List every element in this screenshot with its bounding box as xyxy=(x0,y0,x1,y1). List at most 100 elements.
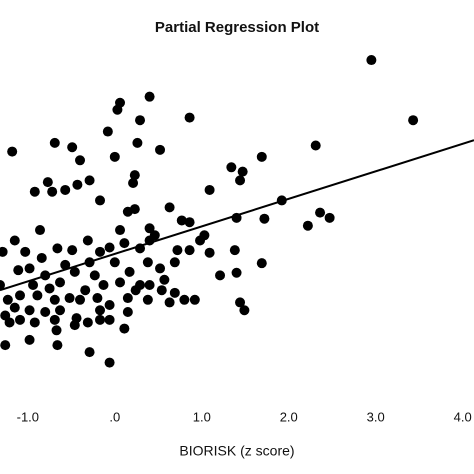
point xyxy=(204,184,215,195)
point xyxy=(215,270,226,281)
point xyxy=(49,137,60,148)
regression-line xyxy=(0,139,474,292)
point xyxy=(72,179,83,190)
point xyxy=(156,285,167,296)
point xyxy=(15,314,26,325)
point xyxy=(122,307,133,317)
point xyxy=(124,266,135,277)
point xyxy=(92,293,103,304)
point xyxy=(144,223,155,234)
point xyxy=(159,274,170,285)
point xyxy=(98,279,109,290)
point xyxy=(69,266,80,277)
point xyxy=(155,263,166,274)
point xyxy=(199,230,210,241)
point xyxy=(256,258,267,269)
point xyxy=(128,177,139,188)
point xyxy=(104,242,115,253)
point xyxy=(36,252,47,263)
point xyxy=(75,155,86,166)
point xyxy=(149,230,160,241)
point xyxy=(29,317,40,328)
point xyxy=(122,293,133,304)
point xyxy=(82,317,93,328)
point xyxy=(44,283,55,294)
point xyxy=(67,245,78,256)
point xyxy=(115,277,126,288)
point xyxy=(15,290,26,301)
point xyxy=(52,340,63,351)
point xyxy=(49,314,60,325)
point xyxy=(315,207,326,218)
chart-title: Partial Regression Plot xyxy=(155,19,319,36)
point xyxy=(82,235,93,246)
point xyxy=(24,334,35,345)
point xyxy=(52,243,63,254)
point xyxy=(235,297,246,308)
point xyxy=(109,151,120,162)
point xyxy=(142,257,153,268)
point xyxy=(129,204,140,215)
point xyxy=(115,225,126,236)
point xyxy=(169,257,180,268)
point xyxy=(0,310,11,321)
point xyxy=(0,279,5,290)
point xyxy=(51,325,62,336)
point xyxy=(135,279,146,290)
point xyxy=(20,246,31,257)
point xyxy=(84,175,95,186)
point xyxy=(13,265,24,276)
point xyxy=(104,357,115,368)
x-axis-label: BIORISK (z score) xyxy=(179,443,294,459)
point xyxy=(164,297,175,308)
point xyxy=(55,277,66,288)
point xyxy=(184,112,195,123)
point xyxy=(119,238,130,249)
point xyxy=(104,314,115,325)
x-tick-label: 2.0 xyxy=(280,409,298,424)
point xyxy=(89,270,100,281)
point xyxy=(256,151,267,162)
point xyxy=(47,186,58,197)
point xyxy=(229,245,240,256)
point xyxy=(179,294,190,305)
point xyxy=(67,142,78,153)
point xyxy=(366,55,377,66)
point xyxy=(129,170,140,181)
point xyxy=(226,162,237,173)
point xyxy=(2,294,13,305)
point xyxy=(231,267,242,278)
point xyxy=(49,294,60,305)
point xyxy=(55,305,66,316)
point xyxy=(104,300,115,311)
point xyxy=(40,307,51,317)
point xyxy=(176,215,187,226)
point xyxy=(60,184,71,195)
point xyxy=(189,294,200,305)
point xyxy=(28,279,39,290)
point xyxy=(32,290,43,301)
point xyxy=(0,340,11,351)
point xyxy=(172,245,183,256)
point xyxy=(80,285,91,296)
point xyxy=(132,137,143,148)
point xyxy=(7,146,18,157)
point xyxy=(237,166,248,177)
point xyxy=(102,126,113,137)
point xyxy=(29,186,40,197)
x-tick-label: 3.0 xyxy=(367,409,385,424)
point xyxy=(112,104,123,115)
point xyxy=(119,323,130,334)
point xyxy=(155,144,166,155)
point xyxy=(35,225,46,236)
point xyxy=(235,175,246,186)
point xyxy=(71,313,82,324)
x-tick-label: .0 xyxy=(109,409,120,424)
point xyxy=(164,202,175,213)
point xyxy=(9,235,20,246)
point xyxy=(9,302,20,313)
point xyxy=(95,195,106,206)
point xyxy=(42,177,53,188)
point xyxy=(259,213,270,224)
